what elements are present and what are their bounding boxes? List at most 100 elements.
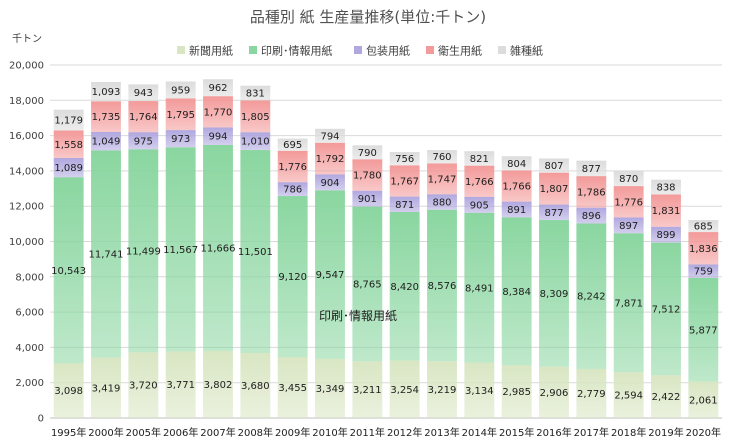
data-label: 1,558	[54, 140, 83, 151]
data-label: 2,906	[540, 388, 569, 399]
data-label: 2,422	[652, 392, 681, 403]
bar-segment	[501, 170, 532, 202]
data-label: 1,776	[614, 197, 643, 208]
bar-segment	[688, 264, 719, 278]
data-label: 790	[358, 148, 377, 159]
bar-segment	[128, 84, 159, 102]
y-axis-ticks: 0 2,000 4,000 6,000 8,000 10,000 12,000 14,000 1…	[9, 61, 44, 425]
bar-segment	[576, 223, 607, 369]
x-tick-label: 2019年	[648, 426, 683, 439]
bar-segment	[203, 96, 233, 128]
data-label: 1,766	[465, 177, 494, 188]
x-tick-label: 2014年	[462, 426, 497, 439]
data-label: 807	[544, 161, 563, 172]
bar-segment	[352, 206, 383, 362]
data-label: 891	[507, 205, 526, 216]
bar-segment	[277, 196, 308, 358]
data-label: 756	[395, 154, 414, 165]
data-label: 8,765	[353, 279, 382, 290]
bar-segment	[688, 277, 719, 382]
data-label: 695	[283, 140, 302, 151]
data-label: 1,010	[241, 137, 270, 148]
data-label: 870	[619, 174, 638, 185]
y-tick-label: 2,000	[15, 378, 44, 389]
data-label: 1,807	[540, 184, 569, 195]
data-label: 9,547	[316, 270, 345, 281]
y-tick-label: 20,000	[9, 61, 44, 72]
legend-label: 衛生用紙	[438, 44, 482, 58]
bar-segment	[576, 368, 607, 418]
bar-segment	[315, 174, 345, 191]
data-label: 760	[432, 152, 451, 163]
bar-segment	[277, 150, 308, 183]
bar-segment	[576, 176, 607, 208]
data-label: 831	[246, 89, 265, 100]
legend-label: 印刷･情報用紙	[261, 44, 333, 58]
x-tick-label: 2007年	[200, 426, 235, 439]
chart-title: 品種別 紙 生産量推移(単位:千トン)	[250, 8, 486, 26]
data-label: 759	[694, 267, 713, 278]
bar-segment	[389, 152, 420, 166]
data-label: 3,211	[353, 385, 382, 396]
data-label: 3,455	[278, 383, 307, 394]
bar-segment	[389, 211, 420, 361]
data-label: 905	[470, 200, 489, 211]
bar-segment	[352, 190, 383, 207]
data-label: 1,776	[278, 162, 307, 173]
bar-segment	[277, 138, 308, 151]
x-tick-label: 2020年	[686, 426, 721, 439]
data-label: 1,770	[204, 107, 233, 118]
bar-segment	[464, 151, 495, 166]
bar-segment	[315, 358, 345, 418]
data-label: 1,093	[92, 87, 121, 98]
bar-segment	[427, 361, 457, 418]
bar-segment	[240, 100, 271, 133]
legend-swatch	[354, 46, 362, 54]
data-label: 1,049	[92, 137, 121, 148]
bar-segment	[352, 159, 383, 191]
data-label: 877	[544, 208, 563, 219]
bar-segment	[91, 101, 121, 132]
bars	[53, 79, 719, 418]
data-label: 1,786	[577, 187, 606, 198]
bar-segment	[651, 179, 681, 195]
bar-segment	[389, 196, 420, 212]
x-tick-label: 2006年	[163, 426, 198, 439]
bar-segment	[91, 150, 121, 358]
y-tick-label: 18,000	[9, 96, 44, 107]
legend-label: 包装用紙	[366, 44, 410, 58]
legend: 新聞用紙 印刷･情報用紙 包装用紙 衛生用紙 雑種紙	[177, 44, 543, 58]
bar-segment	[539, 158, 569, 173]
data-label: 896	[582, 211, 601, 222]
bar-segment	[165, 351, 196, 418]
y-tick-label: 4,000	[15, 343, 44, 354]
bar-segment	[352, 361, 383, 418]
bar-segment	[53, 177, 84, 364]
data-label: 11,499	[126, 246, 161, 257]
bar-segment	[576, 207, 607, 224]
bar-segment	[651, 226, 681, 243]
data-label: 901	[358, 194, 377, 205]
bar-segment	[501, 156, 532, 171]
bar-segment	[315, 190, 345, 359]
x-tick-label: 1995年	[51, 426, 86, 439]
data-label: 11,666	[201, 243, 236, 254]
data-label: 821	[470, 154, 489, 165]
x-tick-label: 2012年	[387, 426, 422, 439]
bar-segment	[613, 170, 644, 187]
data-label: 794	[320, 131, 339, 142]
bar-segment	[240, 132, 271, 151]
data-label: 3,098	[54, 386, 83, 397]
bar-segment	[539, 366, 569, 418]
x-tick-label: 2017年	[574, 426, 609, 439]
bar-segment	[203, 350, 233, 418]
data-label: 975	[134, 136, 153, 147]
bar-segment	[128, 132, 159, 150]
bar-segment	[165, 147, 196, 352]
data-label: 8,576	[428, 281, 457, 292]
data-label: 685	[694, 222, 713, 233]
bar-segment	[277, 357, 308, 418]
data-label: 1,179	[54, 116, 83, 127]
bar-segment	[53, 109, 84, 131]
bar-segment	[53, 158, 84, 178]
